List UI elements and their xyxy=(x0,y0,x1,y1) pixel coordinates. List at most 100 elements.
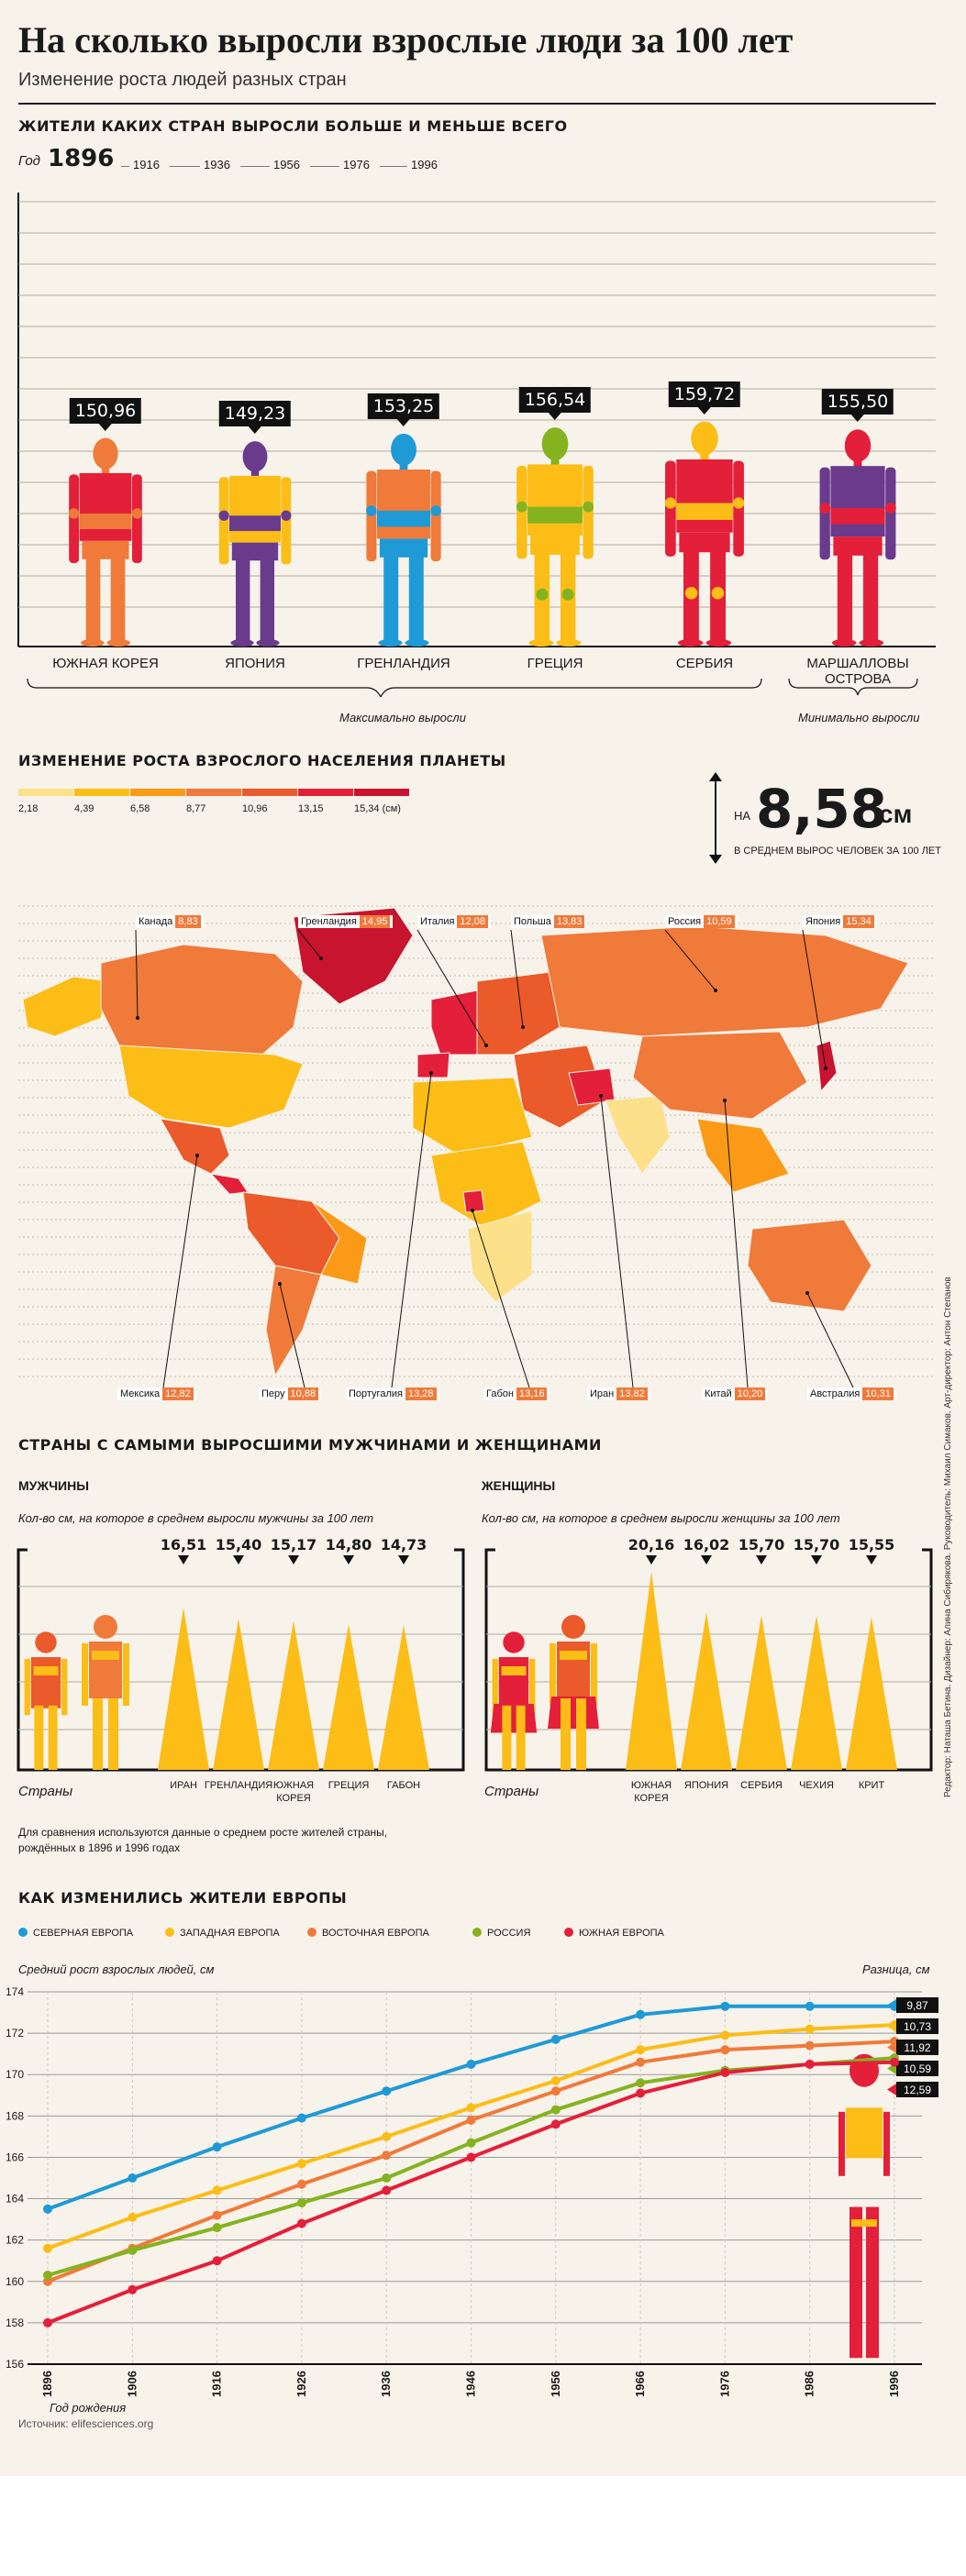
arm-right xyxy=(583,465,594,559)
year-option-1956[interactable]: 1956 xyxy=(273,158,300,171)
series-point xyxy=(720,2001,730,2011)
foot xyxy=(80,639,105,647)
elbow xyxy=(664,497,677,509)
x-tick-label: 1996 xyxy=(887,2371,901,2397)
women-country-label: ЧЕХИЯ xyxy=(799,1780,834,1791)
diff-value: 11,92 xyxy=(904,2041,930,2054)
map-country-value: 15,34 xyxy=(843,915,874,928)
down-arrow-icon xyxy=(398,1555,409,1564)
person-arm xyxy=(529,1659,536,1716)
women-country-label: КОРЕЯ xyxy=(634,1793,669,1804)
map-country-value: 8,83 xyxy=(175,915,201,928)
men-country-label: ГРЕЦИЯ xyxy=(328,1780,370,1791)
scale-swatch xyxy=(130,789,185,796)
legend-label: РОССИЯ xyxy=(487,1928,531,1939)
belt xyxy=(79,513,132,530)
x-tick-label: 1916 xyxy=(210,2371,224,2397)
map-country-name: Перу xyxy=(261,1388,285,1399)
series-point xyxy=(296,2113,306,2123)
europe-line-chart: 156 158 160 162 164 166 168 170 172 174 1896 1906 19… xyxy=(6,1985,938,2397)
min-bracket xyxy=(788,678,918,696)
person-leg xyxy=(48,1705,58,1770)
series-point xyxy=(296,2159,306,2169)
belt xyxy=(376,510,431,527)
region-japan xyxy=(816,1040,838,1093)
europe-right-label: Разница, см xyxy=(862,1962,930,1976)
series-point xyxy=(382,2150,392,2161)
max-bracket-label: Максимально выросли xyxy=(339,711,466,724)
legend-entry: РОССИЯ xyxy=(472,1928,530,1939)
map-country-value: 10,88 xyxy=(287,1388,319,1400)
person-arm xyxy=(61,1659,68,1716)
women-triangle-bar xyxy=(681,1612,732,1770)
series-point xyxy=(128,2212,138,2222)
double-arrow-icon xyxy=(709,772,722,864)
arm-left xyxy=(69,474,79,564)
men-countries-label: Страны xyxy=(18,1784,73,1799)
knee xyxy=(711,586,725,600)
map-country-label: Италия 12,08 xyxy=(417,915,491,928)
foot xyxy=(556,639,582,647)
diff-arrow-icon xyxy=(887,2041,896,2053)
y-tick-label: 174 xyxy=(6,1985,24,1998)
country-name: МАРШАЛЛОВЫ ОСТРОВА xyxy=(806,656,909,687)
hips xyxy=(379,538,428,558)
year-option-1916[interactable]: 1916 xyxy=(133,158,160,171)
year-option-1996[interactable]: 1996 xyxy=(411,158,438,171)
down-arrow-icon xyxy=(866,1555,877,1564)
year-connector xyxy=(240,166,270,167)
diff-tag xyxy=(896,2082,938,2097)
scale-swatch xyxy=(242,789,297,796)
year-option-1976[interactable]: 1976 xyxy=(343,158,370,171)
men-country-label: ГРЕНЛАНДИЯ xyxy=(205,1780,272,1791)
map-country-label: Перу 10,88 xyxy=(259,1388,322,1400)
europe-ylabel: Средний рост взрослых людей, см xyxy=(18,1962,215,1976)
page-title: На сколько выросли взрослые люди за 100 … xyxy=(18,19,794,61)
europe-figure-arm xyxy=(838,2111,845,2176)
year-option-1896[interactable]: 1896 xyxy=(48,145,115,172)
diff-arrow-icon xyxy=(887,2084,896,2095)
person-arm xyxy=(24,1659,30,1716)
men-value-label: 15,40 xyxy=(216,1536,262,1553)
person-arm xyxy=(550,1643,556,1706)
legend-label: ЗАПАДНАЯ ЕВРОПА xyxy=(180,1928,280,1939)
region-china xyxy=(632,1031,808,1120)
series-point xyxy=(720,2067,730,2077)
women-value-label: 15,55 xyxy=(849,1536,895,1553)
torso xyxy=(229,475,281,543)
year-connector xyxy=(170,166,200,167)
men-triangle-bar xyxy=(323,1624,374,1770)
diff-tag xyxy=(896,1997,938,2013)
y-tick-label: 156 xyxy=(6,2358,24,2371)
foot xyxy=(831,639,857,647)
women-triangle-bar xyxy=(736,1615,787,1770)
figure-греция xyxy=(516,427,594,647)
torso xyxy=(79,472,132,541)
neck xyxy=(399,462,408,471)
elbow xyxy=(218,510,229,521)
series-point xyxy=(550,2105,561,2115)
map-country-name: Иран xyxy=(590,1388,615,1399)
map-country-label: Португалия 13,28 xyxy=(346,1388,439,1400)
neck xyxy=(250,469,260,478)
series-point xyxy=(805,2059,815,2069)
hips xyxy=(679,532,730,553)
series-line xyxy=(47,2056,895,2277)
women-value-label: 15,70 xyxy=(738,1536,785,1553)
year-option-1936[interactable]: 1936 xyxy=(204,158,230,171)
map-country-value: 10,59 xyxy=(704,915,735,928)
men-value-label: 16,51 xyxy=(161,1536,207,1553)
country-name: СЕРБИЯ xyxy=(675,656,734,671)
arm-left xyxy=(218,477,229,565)
height-value-tag: 150,96 xyxy=(69,397,142,431)
region-africa-south xyxy=(467,1210,533,1303)
x-tick-label: 1986 xyxy=(803,2371,816,2397)
head xyxy=(391,433,416,466)
map-country-name: Италия xyxy=(420,916,455,927)
person-head xyxy=(503,1631,525,1653)
men-title: МУЖЧИНЫ xyxy=(18,1478,89,1493)
series-point xyxy=(636,2057,646,2067)
x-tick-label: 1936 xyxy=(379,2371,393,2397)
head xyxy=(93,437,118,470)
foot xyxy=(677,639,704,647)
